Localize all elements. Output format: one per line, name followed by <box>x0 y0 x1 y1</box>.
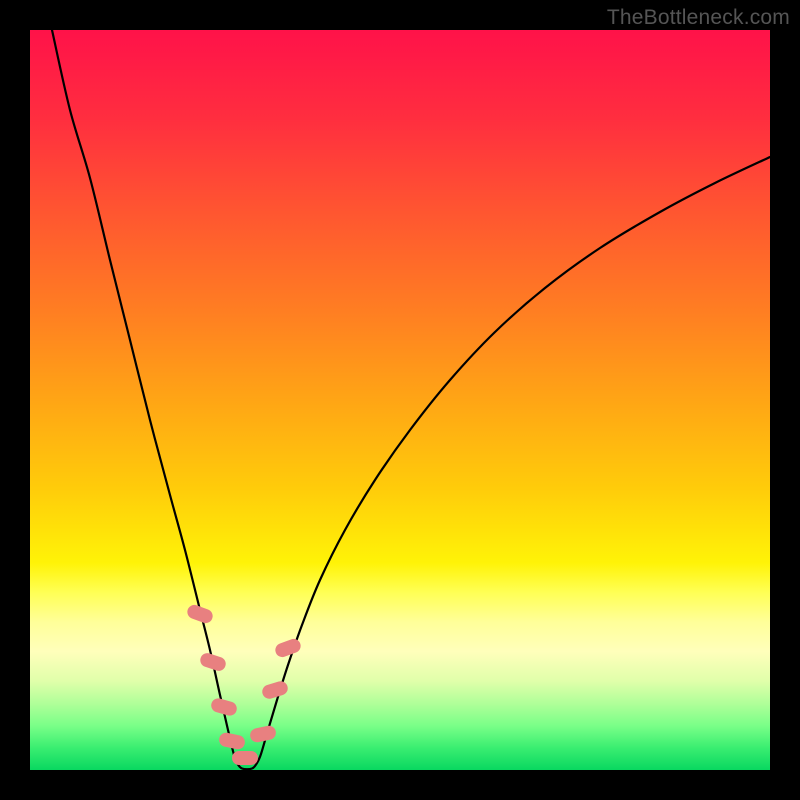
curve-marker <box>273 637 302 659</box>
curve-marker <box>210 697 239 718</box>
bottleneck-curve <box>30 30 770 770</box>
curve-marker <box>232 751 258 765</box>
curve-marker <box>249 724 277 743</box>
curve-marker <box>198 651 227 672</box>
curve-marker <box>261 680 290 701</box>
watermark-text: TheBottleneck.com <box>607 6 790 30</box>
curve-marker <box>218 731 246 750</box>
plot-area <box>30 30 770 770</box>
